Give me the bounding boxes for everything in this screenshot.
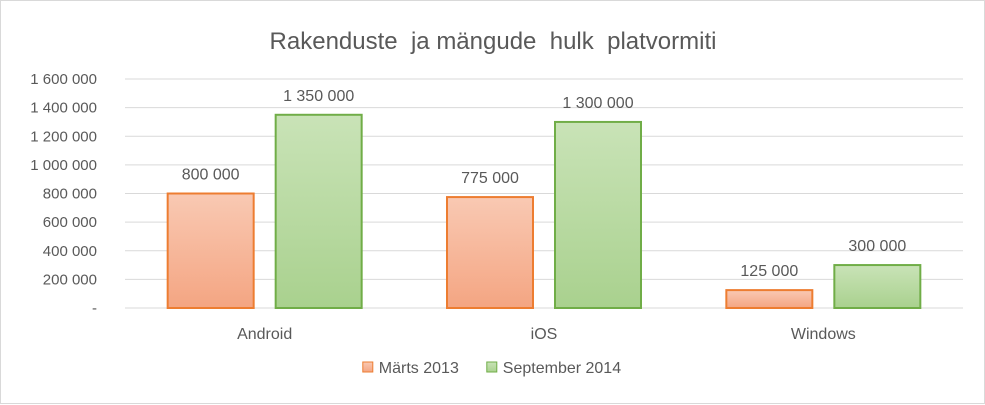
bar-android-september-2014 [274, 113, 363, 309]
legend-label: Märts 2013 [379, 360, 459, 377]
bar-android-marts-2013 [166, 192, 255, 309]
x-axis-categories: Android iOS Windows [237, 326, 856, 343]
y-tick-label: 200 000 [43, 271, 97, 288]
x-category-label: Android [237, 326, 292, 343]
y-tick-label: 1 400 000 [30, 100, 97, 117]
data-label: 1 300 000 [562, 95, 633, 112]
legend-swatch [486, 361, 498, 373]
bar-ios-september-2014 [554, 120, 642, 309]
chart-title: Rakenduste ja mängude hulk platvormiti [270, 28, 717, 55]
y-tick-label: - [92, 300, 97, 317]
legend-label: September 2014 [503, 360, 621, 377]
x-category-label: Windows [791, 326, 856, 343]
y-tick-label: 800 000 [43, 186, 97, 203]
data-label: 800 000 [182, 167, 240, 184]
y-tick-label: 400 000 [43, 243, 97, 260]
y-tick-label: 1 600 000 [30, 71, 97, 88]
bar-windows-marts-2013 [725, 289, 814, 309]
data-label: 125 000 [740, 263, 798, 280]
y-tick-label: 1 000 000 [30, 157, 97, 174]
legend: Märts 2013 September 2014 [362, 360, 621, 377]
bars [166, 113, 922, 309]
data-label: 1 350 000 [283, 88, 354, 105]
gridlines [125, 78, 963, 309]
data-labels: 800 000 1 350 000 775 000 1 300 000 125 000 3… [182, 88, 907, 280]
bar-windows-september-2014 [833, 264, 922, 309]
bar-ios-marts-2013 [446, 196, 534, 309]
y-tick-label: 600 000 [43, 214, 97, 231]
y-tick-label: 1 200 000 [30, 128, 97, 145]
data-label: 300 000 [848, 238, 906, 255]
x-category-label: iOS [531, 326, 558, 343]
y-axis-ticks: - 200 000 400 000 600 000 800 000 1 000 000 1 … [30, 71, 97, 317]
legend-swatch [362, 361, 374, 373]
data-label: 775 000 [461, 170, 519, 187]
